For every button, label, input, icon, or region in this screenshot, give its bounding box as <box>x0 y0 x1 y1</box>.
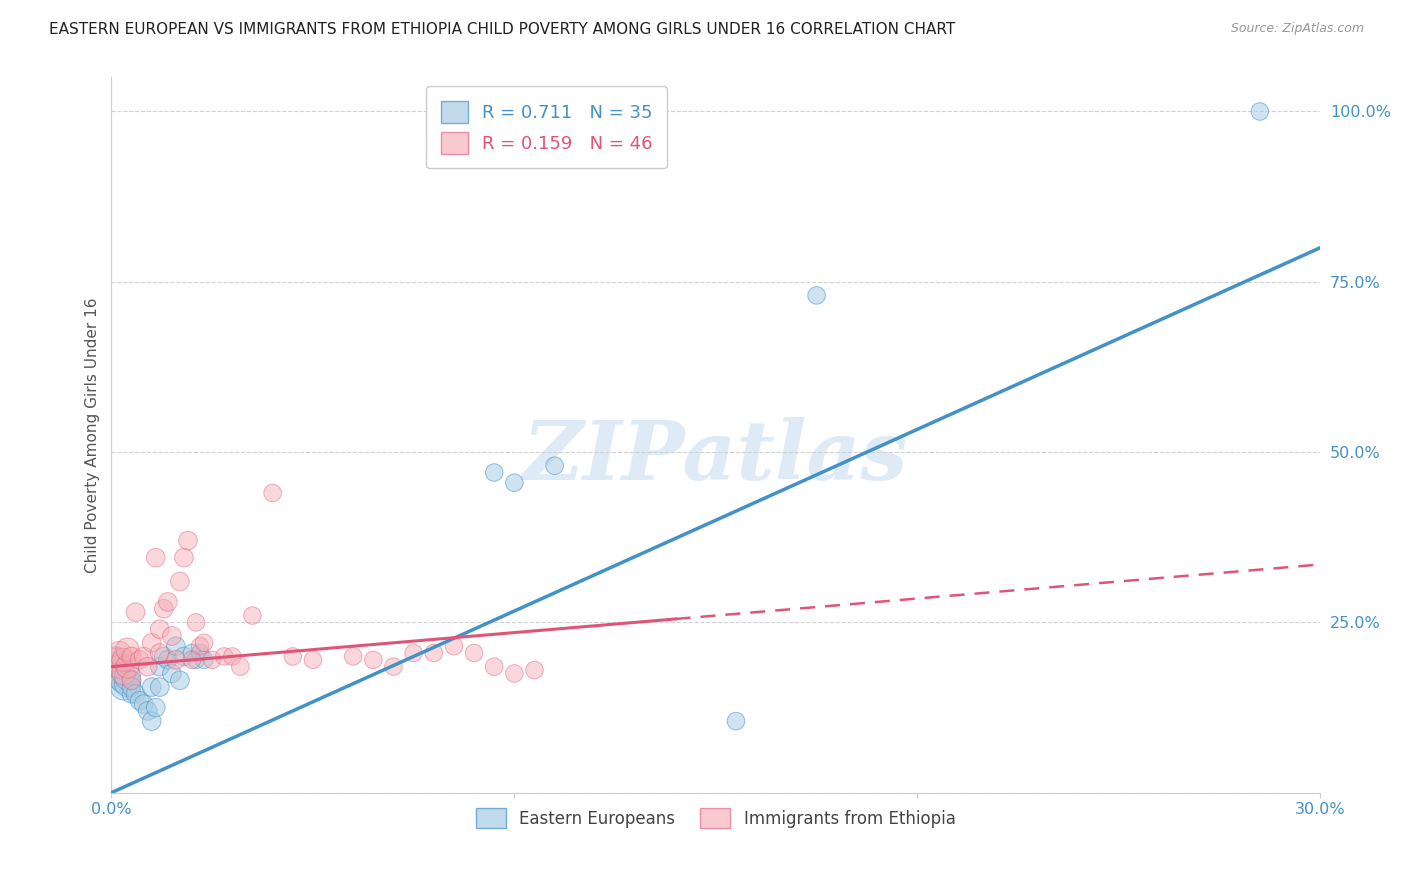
Point <box>523 663 546 677</box>
Point <box>121 687 143 701</box>
Point <box>484 466 506 480</box>
Point <box>543 458 565 473</box>
Point <box>443 639 465 653</box>
Point <box>145 550 167 565</box>
Point <box>173 649 195 664</box>
Point <box>188 646 211 660</box>
Point <box>128 653 150 667</box>
Point <box>229 659 252 673</box>
Point <box>121 673 143 688</box>
Point <box>156 653 179 667</box>
Point <box>177 533 200 548</box>
Point <box>149 646 172 660</box>
Point <box>806 288 828 302</box>
Point <box>112 666 135 681</box>
Point <box>188 639 211 653</box>
Point <box>104 653 127 667</box>
Point <box>108 659 131 673</box>
Point <box>104 653 127 667</box>
Point <box>281 649 304 664</box>
Point <box>132 697 155 711</box>
Legend: Eastern Europeans, Immigrants from Ethiopia: Eastern Europeans, Immigrants from Ethio… <box>470 802 962 834</box>
Point <box>128 694 150 708</box>
Point <box>112 653 135 667</box>
Point <box>181 653 204 667</box>
Point <box>160 666 183 681</box>
Point <box>302 653 325 667</box>
Point <box>117 670 139 684</box>
Point <box>149 680 172 694</box>
Point <box>149 659 172 673</box>
Point <box>108 646 131 660</box>
Point <box>169 673 191 688</box>
Point <box>503 666 526 681</box>
Point <box>169 574 191 589</box>
Point <box>242 608 264 623</box>
Point <box>152 601 174 615</box>
Point <box>262 486 284 500</box>
Point <box>160 629 183 643</box>
Y-axis label: Child Poverty Among Girls Under 16: Child Poverty Among Girls Under 16 <box>86 297 100 573</box>
Point <box>104 666 127 681</box>
Point <box>193 636 215 650</box>
Text: Source: ZipAtlas.com: Source: ZipAtlas.com <box>1230 22 1364 36</box>
Point <box>463 646 485 660</box>
Point <box>184 615 207 630</box>
Point <box>108 659 131 673</box>
Point <box>402 646 425 660</box>
Point <box>117 642 139 657</box>
Point <box>201 653 224 667</box>
Point <box>165 653 187 667</box>
Point <box>136 659 159 673</box>
Point <box>117 659 139 673</box>
Point <box>149 622 172 636</box>
Point <box>1249 104 1271 119</box>
Point <box>181 646 204 660</box>
Point <box>124 687 146 701</box>
Point <box>221 649 243 664</box>
Point <box>136 704 159 718</box>
Point <box>141 714 163 728</box>
Point <box>363 653 385 667</box>
Point <box>193 653 215 667</box>
Point <box>212 649 235 664</box>
Point <box>145 700 167 714</box>
Text: ZIPatlas: ZIPatlas <box>523 417 908 497</box>
Point <box>156 595 179 609</box>
Point <box>117 676 139 690</box>
Point <box>382 659 405 673</box>
Point <box>342 649 364 664</box>
Point <box>112 680 135 694</box>
Point <box>152 649 174 664</box>
Point <box>141 636 163 650</box>
Text: EASTERN EUROPEAN VS IMMIGRANTS FROM ETHIOPIA CHILD POVERTY AMONG GIRLS UNDER 16 : EASTERN EUROPEAN VS IMMIGRANTS FROM ETHI… <box>49 22 956 37</box>
Point <box>132 649 155 664</box>
Point <box>423 646 446 660</box>
Point <box>108 670 131 684</box>
Point <box>173 550 195 565</box>
Point <box>112 673 135 688</box>
Point <box>124 605 146 619</box>
Point <box>503 475 526 490</box>
Point <box>724 714 747 728</box>
Point <box>121 649 143 664</box>
Point <box>141 680 163 694</box>
Point <box>184 653 207 667</box>
Point <box>484 659 506 673</box>
Point <box>121 680 143 694</box>
Point <box>165 639 187 653</box>
